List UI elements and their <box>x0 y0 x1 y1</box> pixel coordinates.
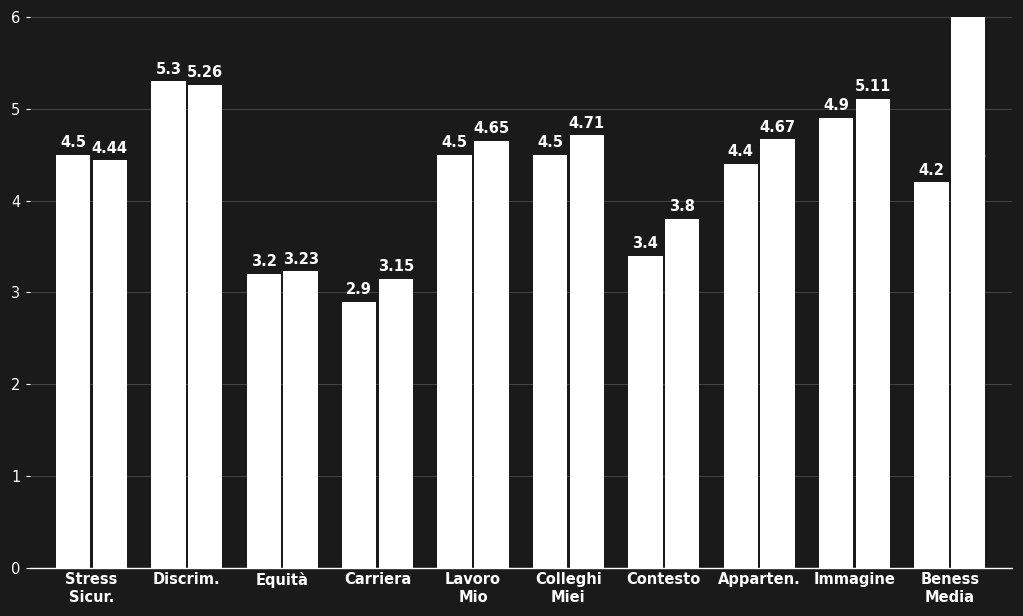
Text: 4.44: 4.44 <box>92 140 128 156</box>
Text: 4.36: 4.36 <box>950 148 986 163</box>
Text: 3.15: 3.15 <box>377 259 414 274</box>
Bar <box>855 99 890 567</box>
Bar <box>915 182 948 567</box>
Bar <box>56 155 90 567</box>
Bar <box>570 136 604 567</box>
Bar <box>819 118 853 567</box>
Text: 4.4: 4.4 <box>727 144 754 160</box>
Text: 5.3: 5.3 <box>155 62 181 77</box>
Bar <box>723 164 758 567</box>
Text: 3.4: 3.4 <box>632 236 659 251</box>
Bar <box>247 274 281 567</box>
Text: 3.23: 3.23 <box>282 252 318 267</box>
Text: 4.71: 4.71 <box>569 116 605 131</box>
Bar <box>475 141 508 567</box>
Text: 4.5: 4.5 <box>442 135 468 150</box>
Bar <box>93 160 127 567</box>
Bar <box>151 81 186 567</box>
Bar <box>342 302 376 567</box>
Bar <box>188 85 222 567</box>
Bar <box>665 219 700 567</box>
Bar <box>438 155 472 567</box>
Bar <box>760 139 795 567</box>
Text: 4.9: 4.9 <box>824 99 849 113</box>
Text: 5.11: 5.11 <box>854 79 891 94</box>
Bar <box>951 17 985 567</box>
Text: 4.65: 4.65 <box>474 121 509 136</box>
Text: 3.8: 3.8 <box>669 200 695 214</box>
Text: 4.2: 4.2 <box>919 163 944 177</box>
Text: 2.9: 2.9 <box>347 282 372 297</box>
Text: 4.5: 4.5 <box>537 135 563 150</box>
Bar <box>283 271 318 567</box>
Text: 4.5: 4.5 <box>60 135 86 150</box>
Text: 4.67: 4.67 <box>759 120 796 134</box>
Text: 3.2: 3.2 <box>251 254 277 269</box>
Bar <box>379 278 413 567</box>
Text: 5.26: 5.26 <box>187 65 223 81</box>
Bar <box>533 155 567 567</box>
Bar <box>628 256 663 567</box>
